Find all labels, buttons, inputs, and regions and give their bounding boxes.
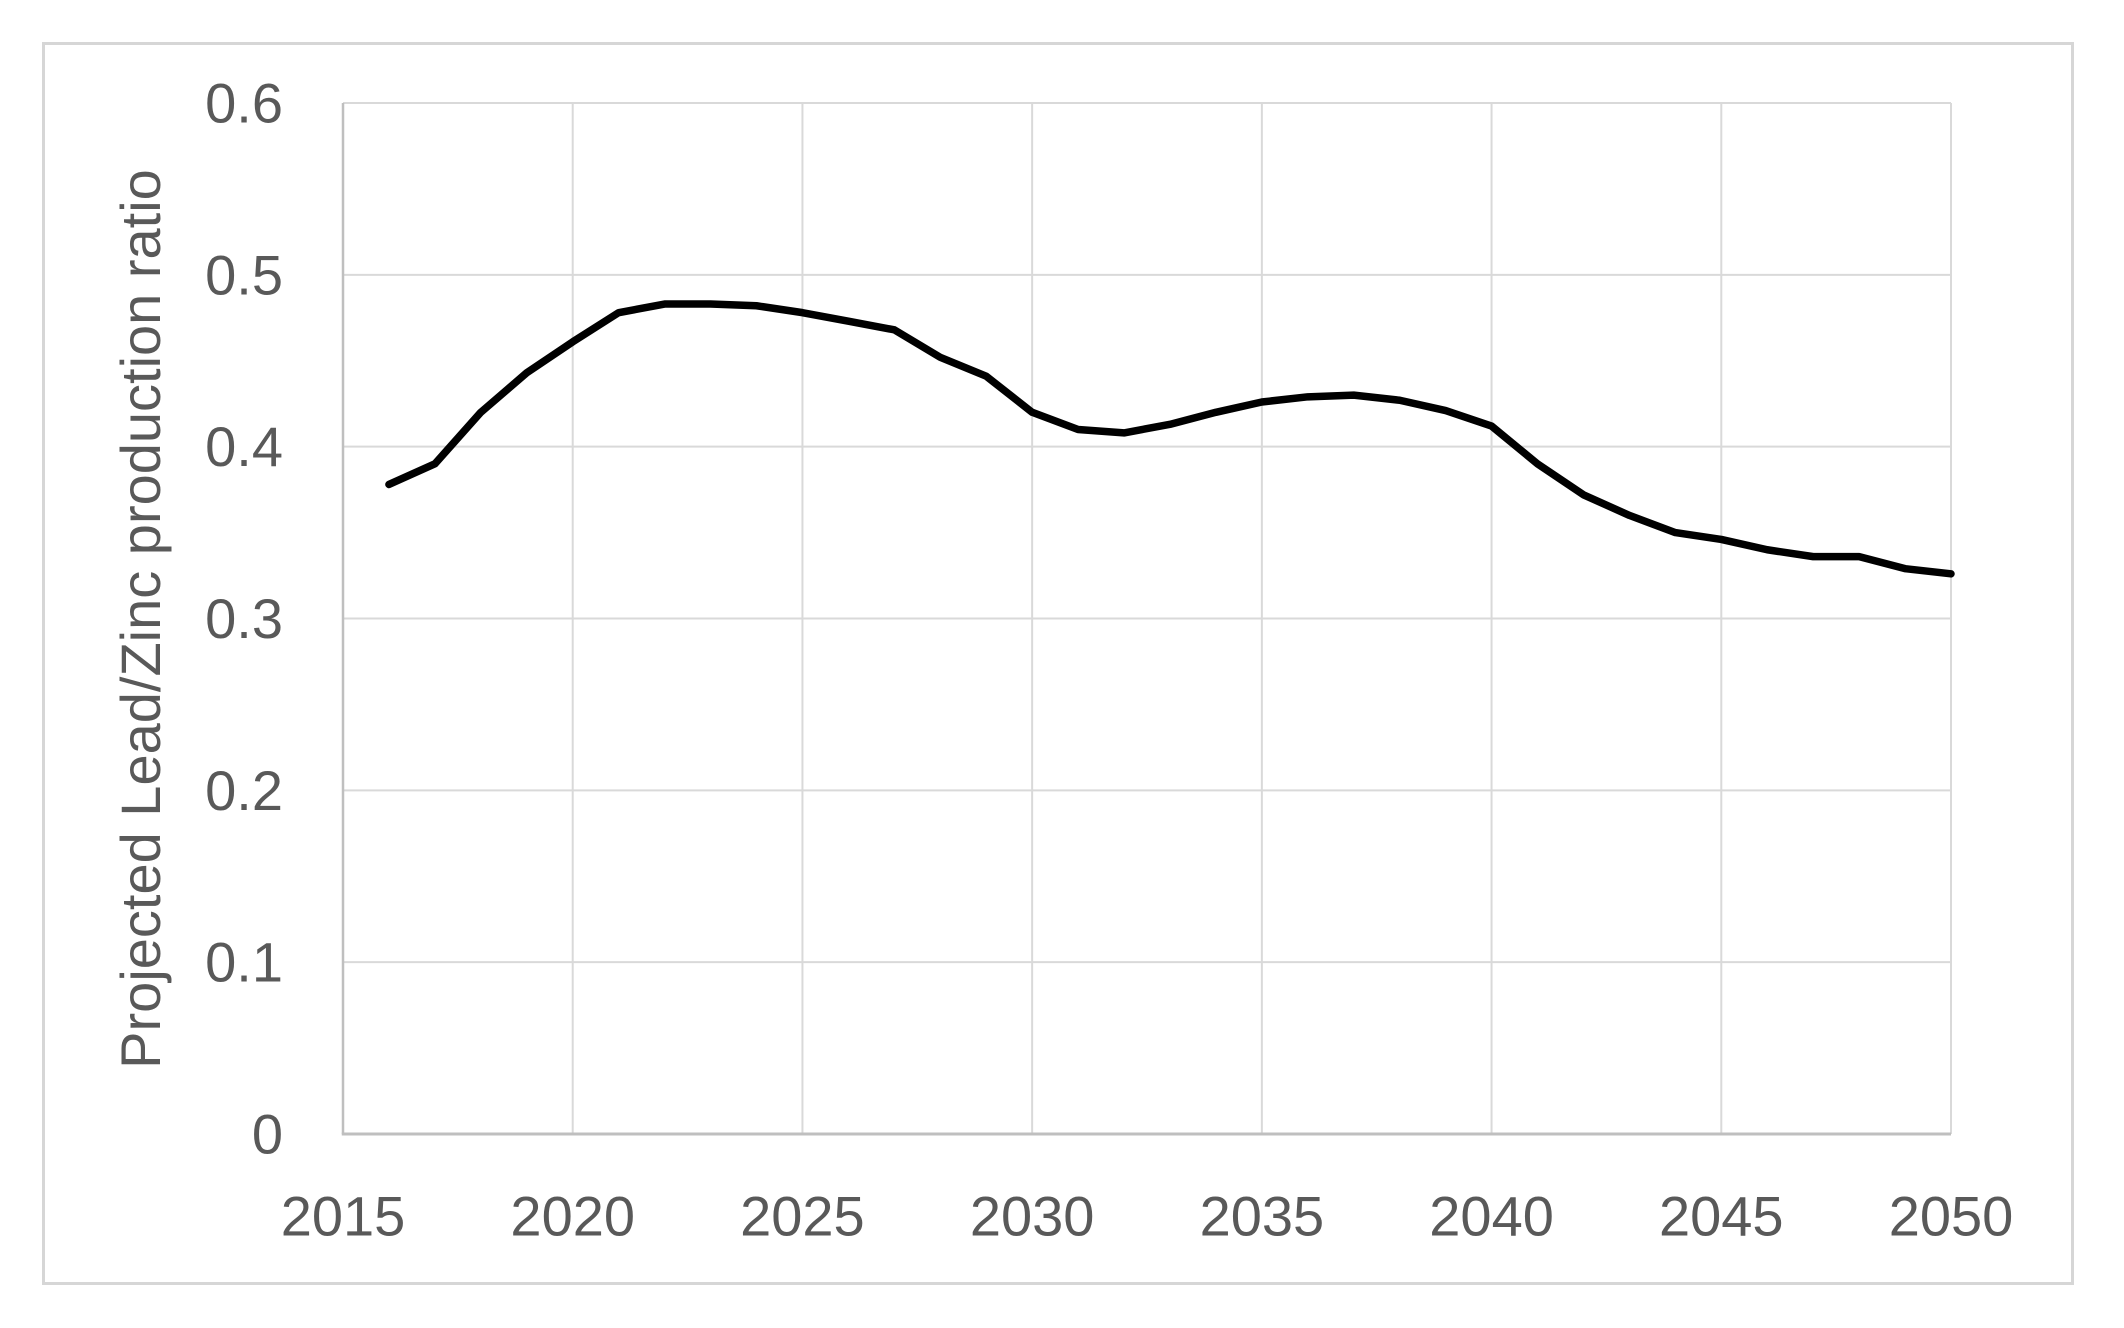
y-tick-label: 0.2 bbox=[205, 759, 283, 822]
y-tick-label: 0.1 bbox=[205, 931, 283, 994]
chart-outer-frame bbox=[42, 42, 2074, 1285]
x-tick-label: 2040 bbox=[1429, 1185, 1554, 1248]
y-tick-label: 0.4 bbox=[205, 415, 283, 478]
x-tick-label: 2050 bbox=[1889, 1185, 2014, 1248]
y-tick-label: 0.3 bbox=[205, 587, 283, 650]
x-tick-label: 2025 bbox=[740, 1185, 865, 1248]
y-tick-label: 0 bbox=[252, 1103, 283, 1166]
x-tick-label: 2020 bbox=[510, 1185, 635, 1248]
series-line bbox=[385, 300, 1955, 578]
x-tick-label: 2015 bbox=[281, 1185, 406, 1248]
x-tick-label: 2030 bbox=[970, 1185, 1095, 1248]
x-tick-label: 2035 bbox=[1200, 1185, 1325, 1248]
y-tick-label: 0.5 bbox=[205, 243, 283, 306]
y-tick-label: 0.6 bbox=[205, 72, 283, 135]
x-tick-label: 2045 bbox=[1659, 1185, 1784, 1248]
